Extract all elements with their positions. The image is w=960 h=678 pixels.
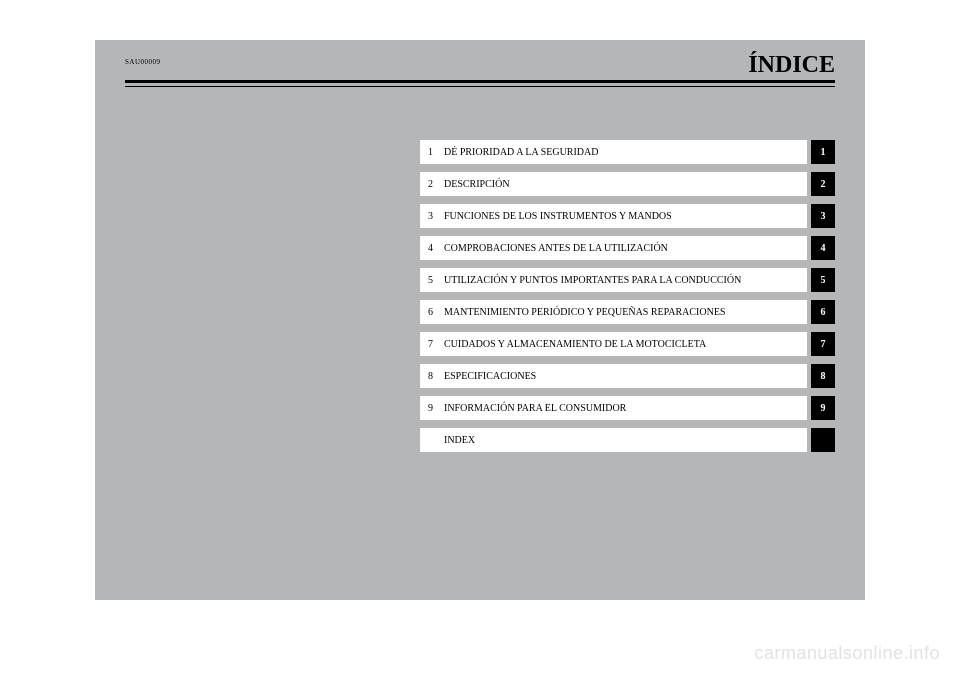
page-title: ÍNDICE [748,52,835,79]
toc-tab [811,428,835,452]
toc-tab: 6 [811,300,835,324]
toc-label: 5 UTILIZACIÓN Y PUNTOS IMPORTANTES PARA … [420,268,807,292]
header-rule-thin [125,86,835,87]
toc-row[interactable]: INDEX [420,428,835,452]
toc-text: COMPROBACIONES ANTES DE LA UTILIZACIÓN [444,243,668,254]
watermark-text: carmanualsonline.info [754,643,940,664]
toc-row[interactable]: 3 FUNCIONES DE LOS INSTRUMENTOS Y MANDOS… [420,204,835,228]
toc-text: DESCRIPCIÓN [444,179,510,190]
doc-code: SAU00009 [125,58,835,66]
toc-label: 3 FUNCIONES DE LOS INSTRUMENTOS Y MANDOS [420,204,807,228]
toc-text: UTILIZACIÓN Y PUNTOS IMPORTANTES PARA LA… [444,275,741,286]
toc-label: INDEX [420,428,807,452]
toc-tab: 5 [811,268,835,292]
toc-row[interactable]: 6 MANTENIMIENTO PERIÓDICO Y PEQUEÑAS REP… [420,300,835,324]
toc-label: 8 ESPECIFICACIONES [420,364,807,388]
toc-num: 2 [428,179,444,190]
toc-row[interactable]: 7 CUIDADOS Y ALMACENAMIENTO DE LA MOTOCI… [420,332,835,356]
toc-label: 9 INFORMACIÓN PARA EL CONSUMIDOR [420,396,807,420]
toc-num: 3 [428,211,444,222]
toc-label: 7 CUIDADOS Y ALMACENAMIENTO DE LA MOTOCI… [420,332,807,356]
toc-row[interactable]: 5 UTILIZACIÓN Y PUNTOS IMPORTANTES PARA … [420,268,835,292]
manual-page: SAU00009 ÍNDICE 1 DÉ PRIORIDAD A LA SEGU… [95,40,865,600]
toc-num: 8 [428,371,444,382]
toc-text: ESPECIFICACIONES [444,371,536,382]
toc-label: 2 DESCRIPCIÓN [420,172,807,196]
toc-row[interactable]: 9 INFORMACIÓN PARA EL CONSUMIDOR 9 [420,396,835,420]
toc-tab: 8 [811,364,835,388]
toc-row[interactable]: 4 COMPROBACIONES ANTES DE LA UTILIZACIÓN… [420,236,835,260]
toc-tab: 9 [811,396,835,420]
toc-row[interactable]: 8 ESPECIFICACIONES 8 [420,364,835,388]
toc-num: 5 [428,275,444,286]
toc-row[interactable]: 2 DESCRIPCIÓN 2 [420,172,835,196]
toc-num: 6 [428,307,444,318]
toc-tab: 4 [811,236,835,260]
toc-tab: 3 [811,204,835,228]
toc-label: 1 DÉ PRIORIDAD A LA SEGURIDAD [420,140,807,164]
toc-label: 6 MANTENIMIENTO PERIÓDICO Y PEQUEÑAS REP… [420,300,807,324]
toc-num: 7 [428,339,444,350]
toc-text: DÉ PRIORIDAD A LA SEGURIDAD [444,147,598,158]
header-rule-thick [125,80,835,83]
toc-text: CUIDADOS Y ALMACENAMIENTO DE LA MOTOCICL… [444,339,706,350]
toc-text: MANTENIMIENTO PERIÓDICO Y PEQUEÑAS REPAR… [444,307,726,318]
toc-text: FUNCIONES DE LOS INSTRUMENTOS Y MANDOS [444,211,672,222]
toc-text: INDEX [444,435,475,446]
toc-row[interactable]: 1 DÉ PRIORIDAD A LA SEGURIDAD 1 [420,140,835,164]
table-of-contents: 1 DÉ PRIORIDAD A LA SEGURIDAD 1 2 DESCRI… [420,140,835,460]
toc-tab: 2 [811,172,835,196]
toc-text: INFORMACIÓN PARA EL CONSUMIDOR [444,403,626,414]
toc-num: 9 [428,403,444,414]
toc-num: 4 [428,243,444,254]
page-header: SAU00009 ÍNDICE [125,58,835,66]
toc-tab: 7 [811,332,835,356]
toc-label: 4 COMPROBACIONES ANTES DE LA UTILIZACIÓN [420,236,807,260]
toc-num: 1 [428,147,444,158]
toc-tab: 1 [811,140,835,164]
